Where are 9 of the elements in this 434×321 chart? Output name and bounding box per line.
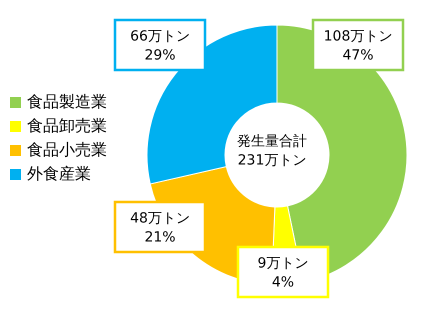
legend-label: 食品製造業 — [27, 92, 107, 112]
legend-label: 食品卸売業 — [27, 116, 107, 136]
data-label: 9万トン 4% — [258, 256, 308, 290]
data-label: 108万トン 47% — [324, 28, 392, 64]
legend-label: 外食産業 — [27, 164, 91, 184]
data-label: 48万トン 21% — [130, 210, 190, 246]
data-label: 66万トン 29% — [130, 28, 190, 64]
text: 発生量合計 231万トン — [237, 134, 307, 168]
legend-label: 食品小売業 — [27, 140, 107, 160]
